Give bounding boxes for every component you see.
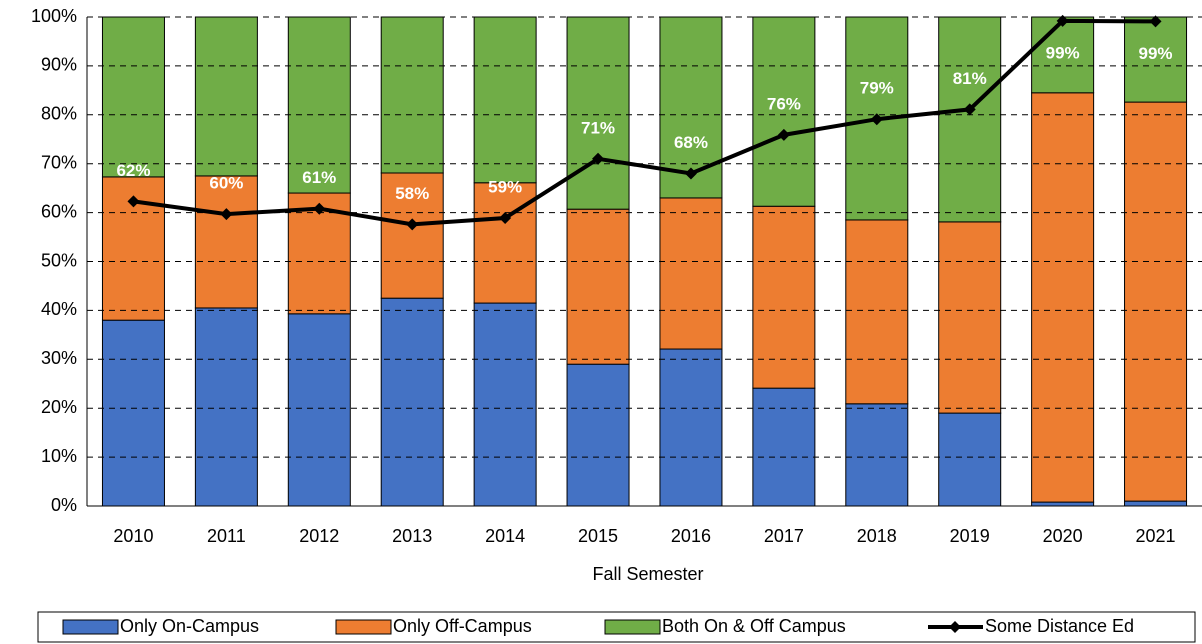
line-marker: [684, 167, 697, 180]
data-label: 68%: [674, 133, 708, 152]
x-tick-label: 2019: [950, 526, 990, 546]
bar-segment: [380, 172, 444, 299]
bar-segment: [566, 363, 630, 507]
data-label: 60%: [209, 174, 243, 193]
bar-segment: [1124, 101, 1188, 502]
data-label: 58%: [395, 184, 429, 203]
x-tick-label: 2013: [392, 526, 432, 546]
line-marker: [313, 202, 326, 215]
line-marker: [1056, 14, 1069, 27]
data-label: 62%: [116, 161, 150, 180]
x-tick-label: 2010: [113, 526, 153, 546]
legend-label: Both On & Off Campus: [662, 616, 846, 636]
x-tick-label: 2020: [1043, 526, 1083, 546]
x-axis-title: Fall Semester: [592, 564, 703, 584]
bar-segment: [1031, 92, 1095, 503]
data-label: 81%: [953, 69, 987, 88]
x-tick-label: 2011: [207, 526, 246, 546]
bar-segment: [287, 313, 351, 507]
data-label: 61%: [302, 168, 336, 187]
y-tick-label: 30%: [41, 348, 77, 368]
line: [133, 18, 1156, 227]
y-tick-label: 50%: [41, 250, 77, 270]
y-tick-label: 90%: [41, 55, 77, 75]
bar-segment: [566, 208, 630, 365]
bar-segment: [752, 16, 816, 207]
line-marker: [499, 211, 512, 224]
y-tick-label: 40%: [41, 299, 77, 319]
bar-segment: [101, 319, 165, 507]
line-marker: [963, 103, 976, 116]
bar-segment: [1124, 500, 1188, 507]
bar-segment: [659, 197, 723, 350]
legend-swatch: [335, 619, 392, 635]
legend-swatch: [604, 619, 661, 635]
bar-segment: [1031, 501, 1095, 507]
x-tick-label: 2015: [578, 526, 618, 546]
legend-label: Some Distance Ed: [985, 616, 1134, 636]
line-marker: [777, 128, 790, 141]
data-label: 71%: [581, 118, 615, 137]
line-marker: [220, 208, 233, 221]
bar-segment: [938, 16, 1002, 223]
bar-segment: [194, 307, 258, 507]
data-label: 76%: [767, 94, 801, 113]
bar-segment: [473, 182, 537, 304]
x-tick-label: 2014: [485, 526, 525, 546]
data-label: 59%: [488, 177, 522, 196]
legend-swatch: [949, 621, 961, 633]
bar-segment: [1124, 16, 1188, 103]
line-marker: [406, 218, 419, 231]
y-tick-label: 100%: [31, 6, 77, 26]
legend-swatch: [62, 619, 119, 635]
bar-segment: [566, 16, 630, 210]
bar-segment: [752, 205, 816, 389]
y-tick-label: 10%: [41, 446, 77, 466]
bar-segment: [845, 403, 909, 507]
y-tick-label: 70%: [41, 152, 77, 172]
bar-segment: [845, 219, 909, 405]
bar-segment: [287, 16, 351, 194]
data-label: 99%: [1139, 44, 1173, 63]
bar-segment: [380, 297, 444, 507]
line-marker: [127, 195, 140, 208]
legend-label: Only On-Campus: [120, 616, 259, 636]
x-tick-label: 2017: [764, 526, 804, 546]
line-marker: [870, 113, 883, 126]
data-label: 79%: [860, 79, 894, 98]
line-marker: [592, 152, 605, 165]
x-tick-label: 2018: [857, 526, 897, 546]
x-tick-label: 2021: [1136, 526, 1176, 546]
x-tick-label: 2012: [299, 526, 339, 546]
y-tick-label: 20%: [41, 397, 77, 417]
bar-segment: [938, 412, 1002, 507]
bar-segment: [473, 302, 537, 507]
bar-segment: [1031, 16, 1095, 94]
bar-segment: [659, 348, 723, 507]
line-marker: [1149, 15, 1162, 28]
x-tick-label: 2016: [671, 526, 711, 546]
y-tick-label: 80%: [41, 104, 77, 124]
data-label: 99%: [1046, 43, 1080, 62]
bar-segment: [101, 16, 165, 178]
bar-segment: [938, 221, 1002, 414]
bar-segment: [194, 16, 258, 177]
legend-label: Only Off-Campus: [393, 616, 532, 636]
bar-segment: [194, 175, 258, 309]
y-tick-label: 0%: [51, 495, 77, 515]
bar-segment: [380, 16, 444, 174]
bar-segment: [473, 16, 537, 184]
bar-segment: [752, 387, 816, 507]
y-tick-label: 60%: [41, 201, 77, 221]
